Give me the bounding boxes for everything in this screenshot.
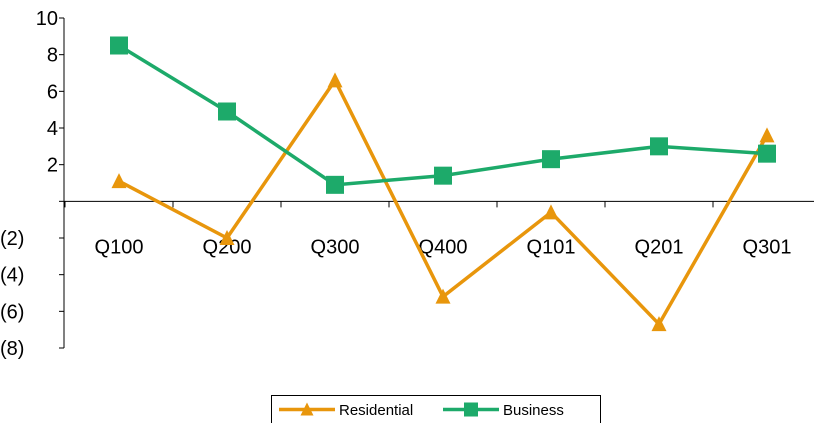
legend-marker-square (464, 402, 478, 417)
x-tick-label: Q100 (95, 236, 144, 258)
data-point-square (650, 137, 668, 156)
data-point-triangle (651, 316, 667, 332)
data-point-square (758, 144, 776, 163)
legend-label: Residential (339, 402, 413, 419)
axes (59, 17, 814, 349)
data-point-triangle (435, 288, 451, 304)
y-tick-label: 8 (47, 45, 58, 67)
legend-label: Business (503, 402, 564, 419)
data-point-square (542, 150, 560, 169)
y-tick-label: 4 (47, 118, 58, 140)
data-point-square (434, 166, 452, 185)
x-tick-label: Q301 (743, 236, 792, 258)
data-point-square (326, 175, 344, 194)
data-point-square (218, 102, 236, 121)
y-tick-label: (2) (0, 228, 24, 250)
x-axis-tick-labels: Q100 Q200 Q300 Q400 Q101 Q201 Q301 (95, 236, 792, 258)
y-tick-label: (8) (0, 338, 24, 360)
data-point-triangle (111, 173, 127, 189)
legend: Residential Business (271, 395, 601, 424)
data-point-triangle (219, 230, 235, 245)
data-point-triangle (759, 127, 775, 143)
x-tick-label: Q300 (311, 236, 360, 258)
y-tick-label: 6 (47, 81, 58, 103)
y-tick-label: 2 (47, 155, 58, 177)
business-series-line (118, 44, 768, 187)
data-point-triangle (543, 204, 559, 220)
y-axis-tick-labels: 10 8 6 4 2 (2) (4) (6) (8) (0, 8, 58, 360)
x-tick-label: Q201 (635, 236, 684, 258)
x-tick-label: Q200 (203, 236, 252, 258)
data-series (110, 36, 776, 332)
legend-marker-triangle (300, 402, 314, 416)
y-tick-label: (6) (0, 301, 24, 323)
y-tick-label: (4) (0, 265, 24, 287)
data-point-triangle (327, 72, 343, 88)
data-point-square (110, 36, 128, 55)
x-tick-label: Q101 (527, 236, 576, 258)
y-tick-label: 10 (36, 8, 58, 30)
residential-series-line (118, 76, 769, 328)
x-tick-label: Q400 (419, 236, 468, 258)
